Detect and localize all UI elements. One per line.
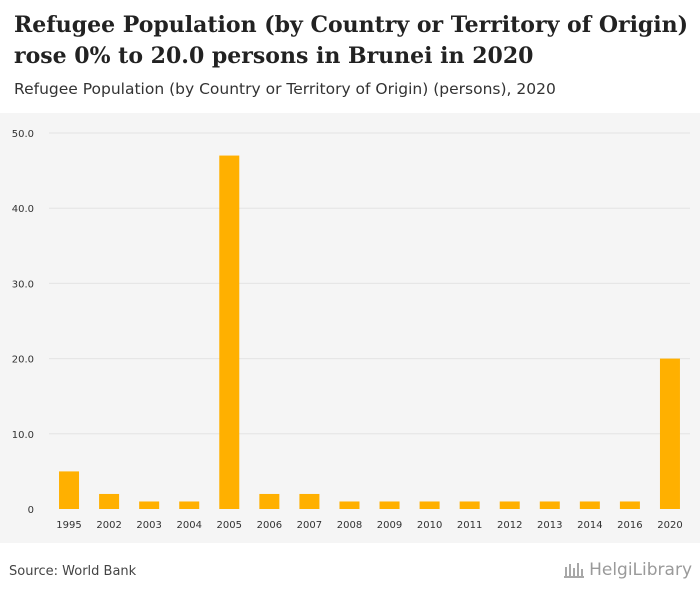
bar-2020[interactable] [659, 358, 680, 509]
bar-2014[interactable] [579, 501, 600, 509]
bar-2002[interactable] [99, 493, 120, 509]
bar-1995[interactable] [59, 471, 80, 509]
plot-background [0, 113, 700, 543]
x-tick-label: 2009 [377, 520, 402, 531]
x-tick-label: 2003 [136, 520, 161, 531]
x-tick-label: 2011 [457, 520, 482, 531]
bar-2009[interactable] [379, 501, 400, 509]
brand-name: HelgiLibrary [589, 560, 692, 580]
bar-2005[interactable] [219, 155, 240, 509]
x-tick-label: 2002 [96, 520, 121, 531]
y-tick-label: 40.0 [12, 204, 34, 215]
x-tick-label: 2008 [337, 520, 362, 531]
bar-2010[interactable] [419, 501, 440, 509]
source-note: Source: World Bank [9, 564, 137, 579]
bar-2007[interactable] [299, 493, 320, 509]
x-tick-label: 2007 [297, 520, 322, 531]
y-tick-label: 20.0 [12, 355, 34, 366]
chart-subtitle: Refugee Population (by Country or Territ… [14, 80, 556, 98]
x-tick-label: 2012 [497, 520, 522, 531]
bar-2006[interactable] [259, 493, 280, 509]
x-tick-label: 1995 [56, 520, 81, 531]
x-tick-label: 2006 [257, 520, 282, 531]
x-tick-label: 2020 [657, 520, 682, 531]
y-tick-label: 30.0 [12, 279, 34, 290]
bar-2008[interactable] [339, 501, 360, 509]
bar-2003[interactable] [139, 501, 160, 509]
library-icon [564, 563, 585, 578]
bar-2012[interactable] [499, 501, 520, 509]
bar-2004[interactable] [179, 501, 200, 509]
x-tick-label: 2014 [577, 520, 602, 531]
bar-2013[interactable] [539, 501, 560, 509]
bar-2011[interactable] [459, 501, 480, 509]
y-tick-label: 10.0 [12, 430, 34, 441]
y-tick-label: 50.0 [12, 129, 34, 140]
y-tick-label: 0 [28, 505, 34, 516]
x-tick-label: 2005 [217, 520, 242, 531]
bar-2016[interactable] [619, 501, 640, 509]
x-tick-label: 2013 [537, 520, 562, 531]
x-tick-label: 2016 [617, 520, 642, 531]
brand-logo[interactable]: HelgiLibrary [563, 560, 692, 580]
x-tick-label: 2004 [176, 520, 201, 531]
x-tick-label: 2010 [417, 520, 442, 531]
chart-title: Refugee Population (by Country or Territ… [14, 12, 689, 69]
